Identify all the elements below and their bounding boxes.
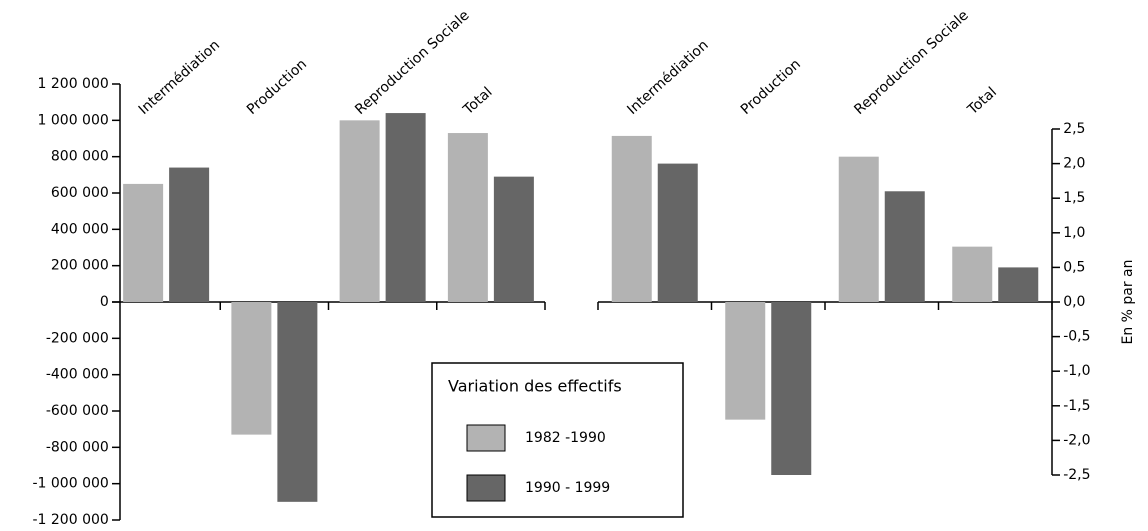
bar xyxy=(169,167,210,302)
y2-axis-label: En % par an xyxy=(1120,259,1136,344)
bar xyxy=(493,176,534,302)
bar xyxy=(771,302,812,475)
category-label: Total xyxy=(460,84,496,118)
bar xyxy=(998,267,1039,302)
y-tick-label: 2,5 xyxy=(1063,121,1085,137)
category-label: Production xyxy=(244,56,310,118)
y-tick-label: 800 000 xyxy=(51,149,109,165)
y-tick-label: -600 000 xyxy=(46,403,109,419)
bar xyxy=(657,163,698,302)
y-tick-label: -1,5 xyxy=(1063,398,1090,414)
bar xyxy=(231,302,272,435)
bar xyxy=(725,302,766,420)
bar xyxy=(339,120,380,302)
legend-swatch xyxy=(466,474,506,502)
legend-label: 1982 -1990 xyxy=(525,430,606,446)
legend-title: Variation des effectifs xyxy=(448,377,622,396)
y-tick-label: -1,0 xyxy=(1063,363,1090,379)
y-tick-label: -400 000 xyxy=(46,367,109,383)
y-tick-label: -200 000 xyxy=(46,330,109,346)
y-tick-label: -1 000 000 xyxy=(32,476,108,492)
bar xyxy=(838,156,879,302)
y-tick-label: 0,5 xyxy=(1063,259,1085,275)
bar xyxy=(952,246,993,302)
y-tick-label: -800 000 xyxy=(46,439,109,455)
y-tick-label: 2,0 xyxy=(1063,156,1085,172)
y-tick-label: 400 000 xyxy=(51,221,109,237)
bar xyxy=(277,302,318,502)
y-tick-label: 1,0 xyxy=(1063,225,1085,241)
y-tick-label: 1,5 xyxy=(1063,190,1085,206)
y-tick-label: 0,0 xyxy=(1063,294,1085,310)
y-tick-label: 600 000 xyxy=(51,185,109,201)
category-label: Reproduction Sociale xyxy=(851,7,971,118)
y-tick-label: -1 200 000 xyxy=(32,512,108,528)
legend-swatch xyxy=(466,424,506,452)
category-label: Total xyxy=(964,84,1000,118)
bar xyxy=(884,191,925,302)
y-tick-label: -2,0 xyxy=(1063,432,1090,448)
bar xyxy=(447,133,488,302)
y-tick-label: 200 000 xyxy=(51,258,109,274)
category-label: Intermédiation xyxy=(624,37,711,118)
y-tick-label: 1 000 000 xyxy=(38,112,109,128)
bar xyxy=(385,113,426,302)
bar xyxy=(611,135,652,302)
category-label: Intermédiation xyxy=(136,37,223,118)
category-label: Reproduction Sociale xyxy=(352,7,472,118)
category-label: Production xyxy=(738,56,804,118)
y-tick-label: 1 200 000 xyxy=(38,76,109,92)
legend-label: 1990 - 1999 xyxy=(525,480,610,496)
y-tick-label: -0,5 xyxy=(1063,329,1090,345)
bar xyxy=(123,183,164,302)
y-tick-label: 0 xyxy=(100,294,109,310)
y-tick-label: -2,5 xyxy=(1063,467,1090,483)
